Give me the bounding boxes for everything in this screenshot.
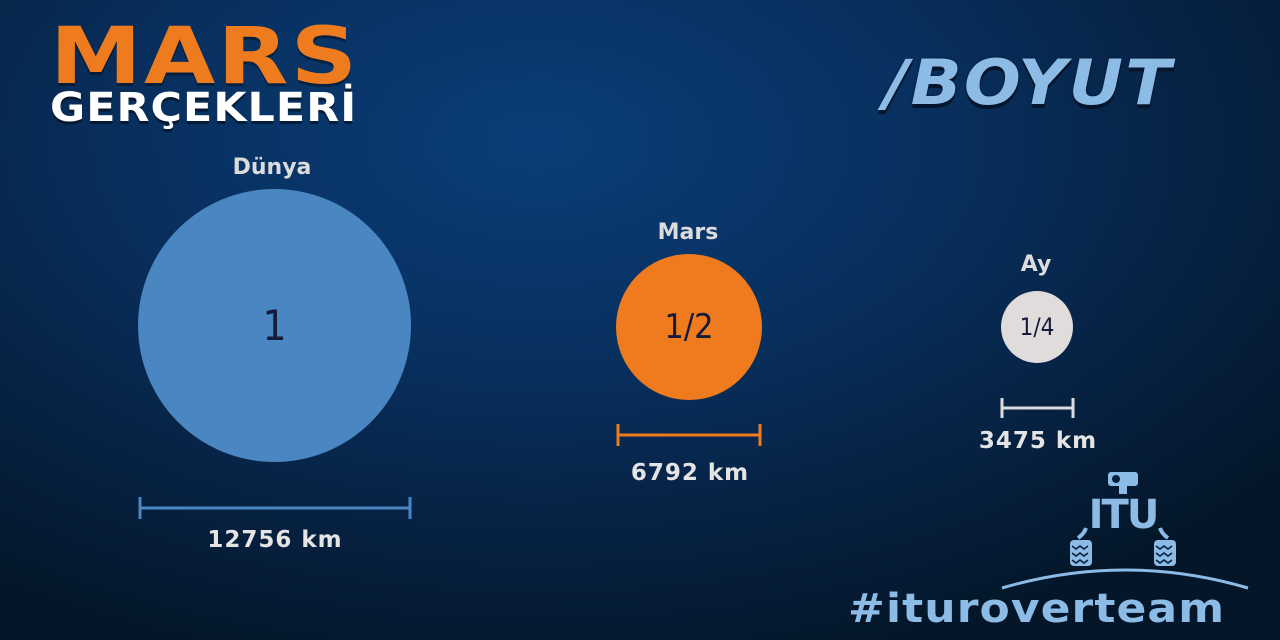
moon-circle: 1/4 [1001, 291, 1073, 363]
page-title: MARS [50, 12, 360, 102]
mars-circle: 1/2 [616, 254, 762, 400]
earth-diameter: 12756 km [207, 527, 343, 553]
moon-diameter: 3475 km [978, 428, 1098, 454]
mars-diameter: 6792 km [630, 460, 750, 486]
earth-scale-bar [138, 497, 412, 519]
right-wheel-icon [1154, 540, 1176, 566]
left-wheel-icon [1070, 540, 1092, 566]
moon-ratio: 1/4 [1019, 313, 1055, 341]
section-title: /BOYUT [884, 46, 1174, 119]
mars-label: Mars [657, 220, 719, 245]
page-subtitle: GERÇEKLERİ [50, 85, 358, 131]
mars-scale-bar [616, 424, 762, 446]
mars-ratio: 1/2 [664, 307, 714, 347]
moon-scale-bar [1000, 398, 1075, 418]
earth-ratio: 1 [262, 301, 287, 350]
earth-circle: 1 [138, 189, 411, 462]
rover-logo-icon: ITU [1001, 472, 1249, 590]
moon-label: Ay [1020, 252, 1052, 277]
hashtag: #ituroverteam [848, 586, 1226, 632]
svg-text:ITU: ITU [1089, 492, 1158, 538]
earth-label: Dünya [232, 155, 312, 180]
